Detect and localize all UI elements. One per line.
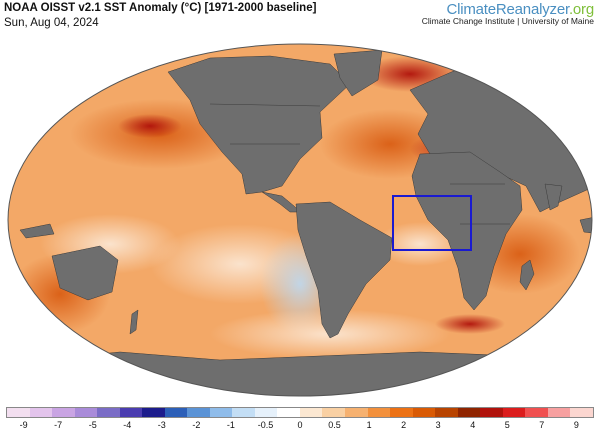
legend-swatch [299, 408, 323, 417]
legend-label: 1 [366, 420, 372, 430]
legend-label: -5 [88, 420, 97, 430]
legend-swatch [457, 408, 481, 417]
legend-label: 9 [573, 420, 579, 430]
legend-label: -2 [192, 420, 201, 430]
legend-swatch [480, 408, 503, 417]
legend-swatch [547, 408, 571, 417]
legend-labels: -9 -7 -5 -4 -3 -2 -1 -0.5 0 0.5 1 2 3 4 5 7 9 [6, 420, 594, 432]
legend-label: -0.5 [257, 420, 274, 430]
legend-swatch [570, 408, 593, 417]
legend-label: -9 [19, 420, 28, 430]
legend-label: -1 [226, 420, 235, 430]
legend-swatch [7, 408, 30, 417]
legend-swatch [525, 408, 548, 417]
land-masses [8, 49, 592, 396]
legend-colorbar [6, 407, 594, 418]
legend-swatch [344, 408, 368, 417]
legend-label: 0.5 [328, 420, 341, 430]
legend-swatch [277, 408, 300, 417]
legend-swatch [142, 408, 165, 417]
legend-swatch [119, 408, 143, 417]
legend-swatch [254, 408, 278, 417]
legend-label: -3 [157, 420, 166, 430]
legend-swatch [187, 408, 210, 417]
globe-outline [7, 43, 593, 397]
map-date: Sun, Aug 04, 2024 [4, 17, 99, 29]
legend-swatch [322, 408, 345, 417]
legend-swatch [164, 408, 188, 417]
legend-swatch [412, 408, 436, 417]
legend-swatch [232, 408, 255, 417]
legend-swatch [52, 408, 75, 417]
legend-swatch [367, 408, 391, 417]
legend-swatch [97, 408, 120, 417]
legend-swatch [209, 408, 233, 417]
legend-label: 2 [401, 420, 407, 430]
legend-label: 5 [504, 420, 510, 430]
legend-label: 0 [297, 420, 303, 430]
map-title: NOAA OISST v2.1 SST Anomaly (°C) [1971-2… [4, 2, 317, 14]
legend-label: 3 [435, 420, 441, 430]
legend-label: 4 [470, 420, 476, 430]
brand-logo[interactable]: ClimateReanalyzer.org Climate Change Ins… [422, 1, 594, 26]
brand-name: ClimateReanalyzer.org [446, 1, 594, 18]
legend-label: -4 [123, 420, 132, 430]
color-legend: -9 -7 -5 -4 -3 -2 -1 -0.5 0 0.5 1 2 3 4 5 7 9 [6, 407, 594, 431]
brand-subtitle: Climate Change Institute | University of… [421, 16, 594, 26]
globe-surface [8, 44, 592, 396]
legend-swatch [74, 408, 98, 417]
legend-swatch [502, 408, 526, 417]
sst-anomaly-map [7, 43, 593, 397]
legend-swatch [435, 408, 458, 417]
highlight-region-box [392, 195, 472, 251]
legend-swatch [390, 408, 413, 417]
legend-label: 7 [539, 420, 545, 430]
legend-swatch [29, 408, 53, 417]
legend-label: -7 [54, 420, 63, 430]
